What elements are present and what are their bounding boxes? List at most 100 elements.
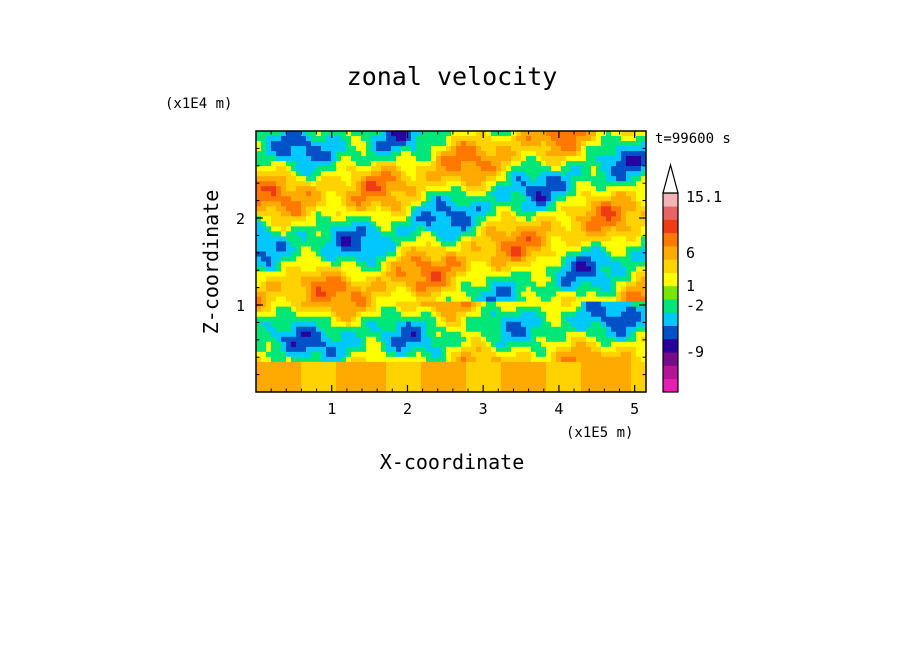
field-cell [506,176,512,182]
field-cell [576,322,582,328]
field-cell [496,171,502,177]
field-cell [431,221,437,227]
field-cell [616,206,622,212]
field-cell [446,347,452,353]
field-cell [356,181,362,187]
field-cell [286,161,292,167]
field-cell [316,236,322,242]
field-cell [551,352,557,358]
field-cell [271,226,277,232]
field-cell [311,307,317,313]
field-cell [366,327,372,333]
field-cell [396,141,402,147]
field-cell [471,176,477,182]
field-cell [306,241,312,247]
field-cell [476,282,482,288]
field-cell [531,267,537,273]
field-cell [361,337,367,343]
field-cell [521,201,527,207]
field-cell [401,317,407,323]
field-cell [361,292,367,298]
field-cell [466,141,472,147]
field-cell [296,246,302,252]
field-cell [586,176,592,182]
field-cell [476,302,482,308]
field-cell [531,176,537,182]
field-cell [426,382,432,388]
field-cell [616,332,622,338]
field-cell [461,231,467,237]
field-cell [631,317,637,323]
field-cell [371,282,377,288]
field-cell [611,146,617,152]
field-cell [471,231,477,237]
field-cell [351,151,357,157]
field-cell [606,246,612,252]
field-cell [586,161,592,167]
field-cell [361,156,367,162]
field-cell [376,277,382,283]
field-cell [536,287,542,293]
field-cell [576,277,582,283]
field-cell [491,166,497,172]
field-cell [616,241,622,247]
field-cell [301,352,307,358]
field-cell [256,272,262,278]
field-cell [416,332,422,338]
field-cell [636,282,642,288]
field-cell [496,282,502,288]
field-cell [356,206,362,212]
field-cell [391,176,397,182]
field-cell [581,241,587,247]
field-cell [421,171,427,177]
field-cell [496,267,502,273]
field-cell [361,226,367,232]
field-cell [611,156,617,162]
field-cell [491,292,497,298]
field-cell [421,201,427,207]
field-cell [366,347,372,353]
field-cell [296,206,302,212]
field-cell [536,186,542,192]
field-cell [281,231,287,237]
field-cell [351,246,357,252]
field-cell [421,131,427,137]
field-cell [326,277,332,283]
field-cell [346,196,352,202]
field-cell [356,246,362,252]
field-cell [381,272,387,278]
field-cell [461,322,467,328]
field-cell [456,186,462,192]
field-cell [431,226,437,232]
field-cell [306,332,312,338]
field-cell [451,191,457,197]
field-cell [291,161,297,167]
field-cell [421,141,427,147]
field-cell [331,342,337,348]
field-cell [396,262,402,268]
field-cell [506,166,512,172]
field-cell [351,176,357,182]
field-cell [426,136,432,142]
field-cell [561,287,567,293]
field-cell [446,357,452,363]
field-cell [426,191,432,197]
field-cell [521,246,527,252]
field-cell [626,327,632,333]
field-cell [446,186,452,192]
field-cell [516,352,522,358]
field-cell [496,201,502,207]
field-cell [401,382,407,388]
field-cell [451,272,457,278]
field-cell [366,166,372,172]
field-cell [586,282,592,288]
field-cell [551,272,557,278]
field-cell [606,181,612,187]
field-cell [366,382,372,388]
field-cell [331,312,337,318]
field-cell [631,146,637,152]
field-cell [586,317,592,323]
field-cell [311,357,317,363]
field-cell [431,171,437,177]
field-cell [351,251,357,257]
